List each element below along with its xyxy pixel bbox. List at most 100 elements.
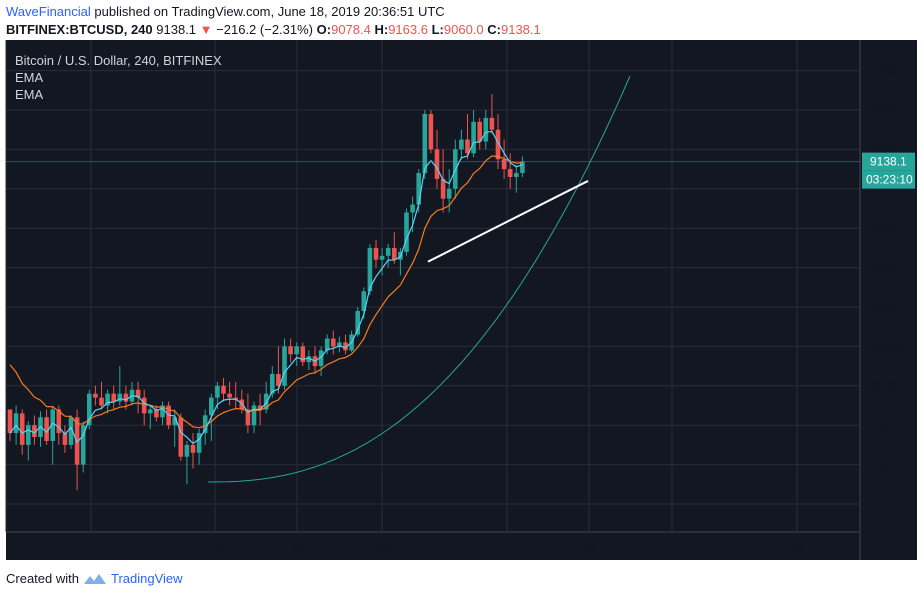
chart-legend: Bitcoin / U.S. Dollar, 240, BITFINEX EMA… (15, 52, 222, 103)
candle-body-38 (239, 399, 245, 410)
y-tick-label-10: 7600.0 (871, 458, 908, 472)
candle-body-1 (13, 413, 19, 434)
price-tag-box (862, 152, 915, 171)
candle-body-43 (270, 373, 275, 394)
candle-body-68 (422, 113, 428, 174)
candle-body-57 (355, 310, 360, 335)
y-tick-label-11: 7400.0 (871, 497, 908, 511)
candle-body-18 (117, 393, 123, 402)
candle-body-61 (379, 255, 385, 260)
low-label: L: (431, 22, 444, 37)
candle-body-75 (465, 139, 470, 154)
candle-body-49 (306, 356, 312, 363)
candle-body-21 (135, 389, 141, 398)
candle-body-28 (178, 417, 184, 457)
author-link[interactable]: WaveFinancial (6, 4, 91, 19)
candle-body-8 (56, 409, 62, 434)
candle-body-33 (209, 397, 214, 416)
x-tick-label-3: 12 (290, 541, 304, 555)
y-tick-label-4: 8800.0 (871, 221, 908, 235)
candle-body-84 (520, 161, 525, 174)
candle-body-82 (507, 169, 513, 177)
candle-body-7 (50, 409, 55, 441)
legend-title: Bitcoin / U.S. Dollar, 240, BITFINEX (15, 53, 222, 68)
candle-body-58 (361, 291, 367, 311)
x-tick-label-4: 14 (375, 541, 389, 555)
candle-body-19 (123, 393, 129, 402)
candle-body-53 (331, 338, 336, 347)
close-label: C: (487, 22, 501, 37)
candle-body-6 (44, 417, 49, 441)
change-value: −216.2 (−2.31%) (216, 22, 314, 37)
candle-body-30 (190, 444, 196, 453)
candle-body-34 (215, 385, 220, 398)
candle-body-14 (93, 393, 98, 398)
candle-body-45 (282, 346, 287, 386)
candle-body-67 (416, 173, 421, 205)
countdown-box (862, 170, 915, 189)
y-tick-label-9: 7800.0 (871, 418, 908, 432)
x-tick-label-7: 21 (665, 541, 679, 555)
candle-body-23 (148, 409, 153, 414)
candle-body-22 (141, 397, 147, 414)
down-triangle-icon: ▼ (199, 22, 213, 37)
candle-body-59 (367, 247, 373, 292)
candle-body-3 (26, 425, 31, 445)
open-label: O: (316, 22, 332, 37)
candle-body-62 (385, 247, 391, 256)
symbol-label: BITFINEX:BTCUSD, 240 (6, 22, 153, 37)
candle-body-25 (160, 405, 165, 418)
candle-body-47 (294, 346, 299, 355)
close-value: 9138.1 (500, 22, 541, 37)
footer-brand[interactable]: TradingView (110, 571, 183, 586)
candle-body-55 (343, 342, 348, 351)
x-tick-label-8: 24 (790, 541, 804, 555)
y-tick-label-7: 8200.0 (871, 339, 908, 353)
candle-body-17 (111, 393, 116, 402)
candle-body-29 (184, 444, 190, 457)
high-label: H: (374, 22, 389, 37)
candle-body-69 (428, 113, 434, 150)
x-tick-label-5: 17 (500, 541, 514, 555)
candle-body-76 (471, 121, 476, 154)
high-value: 9163.6 (388, 22, 428, 37)
candle-body-32 (202, 415, 208, 434)
chart-frame[interactable] (6, 40, 917, 560)
candle-body-83 (514, 173, 519, 177)
candle-body-13 (87, 393, 92, 426)
candle-body-15 (99, 397, 104, 406)
candle-body-51 (318, 350, 324, 367)
candle-body-39 (245, 409, 251, 426)
y-tick-label-1: 9400.0 (871, 103, 908, 117)
candle-body-9 (62, 433, 68, 445)
candle-body-24 (154, 409, 159, 418)
ema-slow-line (9, 155, 523, 429)
candle-body-71 (440, 178, 446, 199)
candle-body-42 (263, 393, 269, 410)
x-tick-label-2: 10 (208, 541, 222, 555)
candle-body-36 (227, 393, 232, 398)
candle-body-2 (19, 413, 25, 445)
x-tick-label-0: 6 (6, 541, 13, 555)
candle-body-72 (446, 188, 452, 199)
candle-body-81 (501, 159, 507, 170)
x-tick-label-6: 19 (582, 541, 596, 555)
candle-body-46 (288, 346, 293, 355)
candle-body-74 (459, 139, 464, 150)
open-value: 9078.4 (331, 22, 371, 37)
candle-body-41 (257, 405, 263, 410)
candle-body-80 (495, 129, 501, 160)
candle-body-63 (392, 247, 397, 260)
candle-body-0 (7, 409, 13, 434)
y-tick-label-6: 8400.0 (871, 300, 908, 314)
legend-ema-2[interactable]: EMA (15, 87, 44, 102)
ohlc-line: BITFINEX:BTCUSD, 240 9138.1 ▼ −216.2 (−2… (6, 22, 541, 37)
publish-line: WaveFinancial published on TradingView.c… (6, 4, 445, 19)
y-tick-label-5: 8600.0 (871, 261, 908, 275)
candle-body-77 (477, 121, 482, 142)
legend-ema-1[interactable]: EMA (15, 70, 44, 85)
tradingview-logo-icon (83, 573, 106, 584)
last-price: 9138.1 (156, 22, 197, 37)
candle-body-48 (300, 346, 306, 363)
